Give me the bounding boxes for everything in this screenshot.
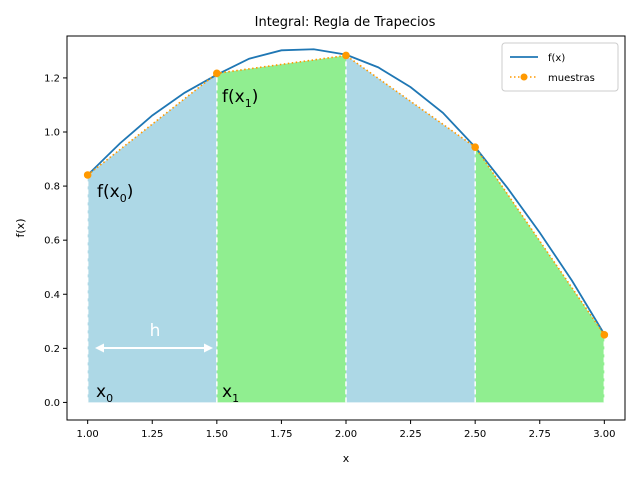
x-axis-label: x [343,452,350,465]
y-axis-ticks: 0.0 0.2 0.4 0.6 0.8 1.0 1.2 [44,73,67,409]
y-tick-label-0: 0.0 [44,398,60,409]
legend-marker-muestras [520,73,528,81]
annotation-f-x0: f(x0) [97,182,133,205]
trapezoid-3 [475,147,605,403]
x-tick-label-1: 1.25 [141,429,163,440]
y-axis-label: f(x) [14,219,27,238]
y-tick-label-6: 1.2 [44,73,60,84]
y-tick-label-4: 0.8 [44,182,60,193]
h-arrow [95,343,213,353]
x-tick-label-4: 2.00 [335,429,357,440]
annotation-h: h [150,321,161,341]
legend: f(x) muestras [501,42,619,92]
trapezoid-0 [87,73,217,403]
trapezoid-dividers [86,55,606,403]
sample-point-1 [213,69,221,78]
y-tick-label-2: 0.4 [44,290,60,301]
x-tick-label-7: 2.75 [529,429,551,440]
legend-label-muestras: muestras [548,73,595,84]
x-axis-ticks: 1.00 1.25 1.50 1.75 2.00 2.25 2.50 2.75 3.00 [77,420,615,440]
y-tick-label-5: 1.0 [44,128,60,139]
legend-label-fx: f(x) [548,53,565,64]
x-tick-label-8: 3.00 [593,429,615,440]
annotation-x0: x0 [96,382,113,405]
trapezoid-2 [346,55,476,403]
sample-point-2 [342,51,350,60]
annotation-f-x1: f(x1) [222,87,258,110]
series-line-muestras [87,54,605,336]
y-tick-label-1: 0.2 [44,344,60,355]
x-tick-label-0: 1.00 [77,429,99,440]
sample-point-4 [600,331,609,339]
y-tick-label-3: 0.6 [44,236,60,247]
series-muestras [83,51,609,339]
trapezoid-fills [87,55,605,403]
chart-title: Integral: Regla de Trapecios [255,15,436,30]
sample-point-3 [471,143,479,151]
x-tick-label-5: 2.25 [399,429,421,440]
trapezoid-1 [216,55,346,403]
x-tick-label-3: 1.75 [270,429,292,440]
x-tick-label-6: 2.50 [464,429,486,440]
sample-point-0 [83,171,92,179]
legend-box [501,42,619,92]
x-tick-label-2: 1.50 [206,429,228,440]
annotation-x1: x1 [222,382,239,405]
